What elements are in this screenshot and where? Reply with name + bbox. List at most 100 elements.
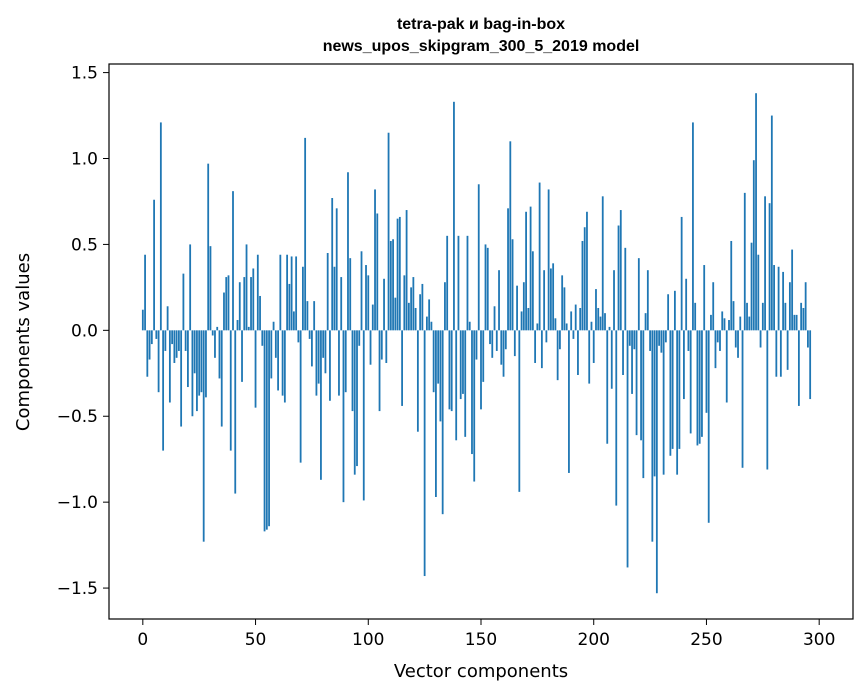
bar: [146, 330, 149, 377]
bar: [545, 330, 548, 343]
bar: [694, 302, 697, 331]
bar: [583, 227, 586, 331]
bar: [577, 330, 579, 375]
bar: [254, 330, 257, 408]
bar: [299, 330, 302, 463]
y-axis-label: Components values: [13, 253, 34, 431]
bar: [725, 330, 728, 403]
bar: [351, 330, 354, 412]
bar: [202, 330, 205, 542]
bar: [416, 330, 419, 432]
bar: [595, 289, 597, 331]
bar: [782, 271, 785, 331]
bar: [511, 239, 514, 331]
bar: [581, 240, 584, 331]
bar: [703, 265, 706, 331]
bar: [561, 275, 564, 331]
bar: [565, 323, 568, 331]
bar: [750, 242, 753, 331]
bar: [777, 266, 780, 331]
bar: [198, 330, 201, 396]
bar: [340, 277, 343, 331]
bar: [797, 330, 800, 406]
bar: [624, 247, 627, 331]
bar: [757, 254, 760, 331]
bar: [752, 160, 755, 331]
bar: [281, 330, 284, 396]
bar: [450, 330, 453, 412]
bar: [547, 189, 550, 331]
bar: [243, 277, 246, 331]
bar: [446, 235, 449, 331]
bar: [495, 330, 498, 351]
bar: [559, 330, 561, 350]
bar: [705, 330, 708, 413]
bar: [218, 330, 221, 379]
bar: [723, 318, 726, 331]
bar: [714, 330, 717, 369]
bar: [683, 330, 685, 400]
bar: [297, 330, 300, 343]
bar: [171, 330, 174, 345]
x-tick-label: 50: [245, 630, 267, 650]
bar: [779, 330, 782, 377]
bar: [256, 254, 259, 331]
bar: [173, 330, 176, 363]
bar: [387, 132, 390, 331]
bar: [347, 172, 349, 331]
bar: [326, 253, 329, 331]
bar: [320, 330, 322, 480]
x-tick-label: 250: [690, 630, 722, 650]
bar: [331, 198, 334, 331]
bar: [288, 283, 291, 331]
bar: [791, 249, 794, 331]
bar: [241, 330, 243, 382]
bar: [707, 330, 710, 523]
bar: [367, 275, 370, 331]
bar: [676, 330, 679, 475]
bar: [259, 295, 261, 331]
bar: [457, 235, 460, 331]
bar: [755, 93, 757, 331]
bar: [196, 330, 198, 412]
bar: [308, 330, 311, 339]
bar: [398, 216, 401, 331]
bar: [464, 330, 467, 437]
bar: [660, 330, 663, 353]
bar: [529, 206, 532, 331]
x-tick-label: 200: [578, 630, 610, 650]
bar: [610, 330, 613, 389]
bar: [453, 101, 455, 331]
bar: [468, 321, 471, 331]
bar: [775, 330, 778, 377]
bar: [540, 330, 543, 369]
bar: [401, 330, 403, 406]
bar: [622, 330, 624, 375]
bar: [292, 311, 295, 331]
plot-frame: [108, 63, 854, 620]
bar: [466, 235, 469, 331]
bar: [680, 216, 683, 331]
bar: [148, 330, 151, 360]
bar: [498, 270, 500, 331]
bar: [516, 285, 518, 331]
bar: [290, 256, 293, 331]
bar: [229, 330, 232, 451]
bar: [356, 330, 358, 467]
bar: [520, 311, 523, 331]
bar: [265, 330, 268, 530]
bar: [489, 330, 491, 345]
bar-series: [141, 93, 812, 594]
bar: [335, 208, 338, 331]
bar: [448, 330, 451, 410]
bar: [658, 330, 661, 346]
bar: [619, 210, 622, 331]
bar: [187, 330, 189, 388]
bar: [444, 282, 446, 331]
bar: [563, 287, 566, 331]
bar: [518, 330, 521, 492]
bar: [232, 191, 234, 331]
bar: [644, 313, 647, 331]
bar: [306, 301, 309, 331]
bar: [719, 330, 721, 351]
